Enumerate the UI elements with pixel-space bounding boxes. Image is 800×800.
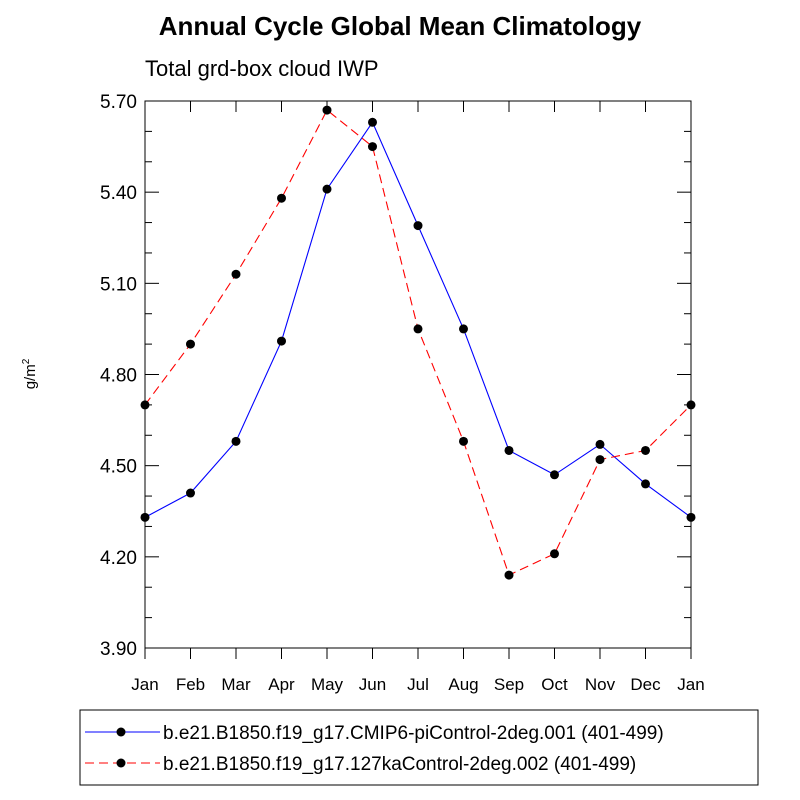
legend-marker	[116, 758, 126, 768]
data-point	[186, 488, 195, 498]
data-point	[140, 512, 150, 522]
data-point	[641, 479, 650, 489]
data-point	[686, 400, 696, 410]
series-line-1	[144, 121, 692, 518]
x-tick-label: Apr	[268, 675, 295, 694]
data-point	[277, 193, 286, 203]
data-point	[277, 336, 286, 346]
y-tick-label: 4.80	[100, 366, 137, 387]
data-point	[322, 184, 332, 194]
data-point	[595, 455, 605, 465]
y-tick-label: 5.70	[100, 92, 137, 113]
x-tick-label: Oct	[541, 675, 568, 694]
x-tick-label: Jun	[359, 675, 386, 694]
series-line-2	[144, 109, 692, 576]
y-tick-label: 5.10	[100, 274, 137, 295]
data-point	[413, 221, 423, 231]
x-tick-label: May	[311, 675, 344, 694]
data-point	[322, 105, 332, 115]
legend-box	[79, 709, 759, 786]
data-point	[459, 436, 468, 446]
data-point	[550, 549, 559, 559]
data-point	[186, 339, 195, 349]
x-tick-label: Sep	[494, 675, 524, 694]
y-tick-label: 4.20	[100, 548, 137, 569]
y-tick-label: 4.50	[100, 457, 137, 478]
data-point	[368, 117, 377, 127]
y-tick-label: 5.40	[100, 183, 137, 204]
x-tick-label: Nov	[585, 675, 616, 694]
data-point	[641, 445, 650, 455]
x-tick-label: Feb	[176, 675, 205, 694]
x-tick-label: Jan	[677, 675, 704, 694]
plot-frame	[144, 100, 692, 649]
x-tick-label: Jan	[131, 675, 158, 694]
x-tick-label: Mar	[221, 675, 251, 694]
x-tick-label: Dec	[630, 675, 661, 694]
data-point	[686, 512, 696, 522]
x-tick-label: Aug	[448, 675, 478, 694]
data-point	[459, 324, 468, 334]
data-point	[550, 470, 559, 480]
y-tick-label: 3.90	[100, 639, 137, 660]
legend-label-1: b.e21.B1850.f19_g17.CMIP6-piControl-2deg…	[163, 723, 664, 744]
data-point	[140, 400, 150, 410]
data-point	[413, 324, 423, 334]
x-tick-label: Jul	[407, 675, 429, 694]
data-point	[504, 445, 514, 455]
chart-subtitle: Total grd-box cloud IWP	[145, 56, 379, 81]
chart-title: Annual Cycle Global Mean Climatology	[158, 11, 642, 41]
data-point	[368, 142, 377, 152]
data-point	[504, 570, 514, 580]
data-point	[231, 436, 241, 446]
legend-label-2: b.e21.B1850.f19_g17.127kaControl-2deg.00…	[163, 754, 636, 775]
legend-marker	[116, 727, 126, 737]
data-point	[595, 439, 605, 449]
data-point	[231, 269, 241, 279]
